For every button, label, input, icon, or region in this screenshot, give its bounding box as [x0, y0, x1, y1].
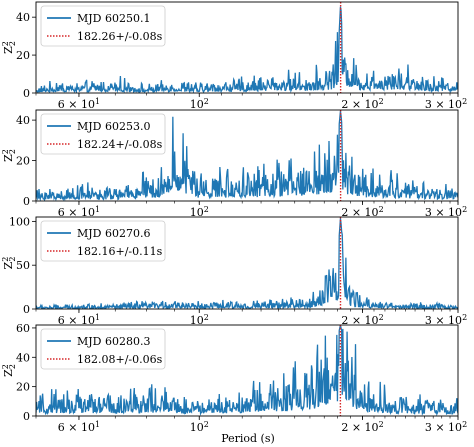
x-axis-label: Period (s): [221, 432, 275, 445]
x-tick-label: 102: [190, 205, 209, 219]
panel-2: 0 20 40 6 × 101 102 2 × 102 3 × 102 Z22 MJD 6025…: [1, 109, 467, 219]
y-axis-label: Z22: [1, 364, 17, 377]
axes-frame: [35, 216, 459, 310]
x-tick-label: 102: [190, 420, 209, 434]
y-tick-label: 40: [16, 351, 30, 364]
y-tick-label: 0: [23, 303, 30, 316]
y-axis-label: Z22: [1, 257, 17, 270]
legend-marker-label: 182.26+/-0.08s: [77, 30, 163, 43]
y-tick-label: 0: [23, 410, 30, 423]
x-tick-label: 6 × 101: [58, 97, 100, 111]
series-line: [36, 218, 458, 309]
axes-frame: [35, 1, 459, 94]
y-tick-label: 100: [9, 215, 30, 228]
y-axis-label: Z22: [1, 41, 17, 54]
y-axis-label: Z22: [1, 149, 17, 162]
y-tick-label: 0: [23, 195, 30, 208]
x-tick-label: 102: [190, 97, 209, 111]
axes-frame: [35, 109, 459, 202]
legend-box: [40, 113, 166, 155]
x-tick-label: 6 × 101: [58, 313, 100, 327]
panel-3: 0 50 100 6 × 101 102 2 × 102 3 × 102 Z22 MJD 602…: [1, 215, 467, 327]
legend-box: [40, 328, 166, 370]
y-tick-label: 0: [23, 87, 30, 100]
x-tick-label: 3 × 102: [425, 313, 467, 327]
legend-box: [40, 220, 166, 262]
axes-frame: [35, 324, 459, 417]
x-tick-label: 2 × 102: [341, 313, 383, 327]
x-tick-label: 6 × 101: [58, 205, 100, 219]
legend-series-label: MJD 60280.3: [77, 335, 150, 348]
series-line: [36, 6, 458, 93]
x-tick-label: 6 × 101: [58, 420, 100, 434]
x-tick-label: 2 × 102: [341, 205, 383, 219]
x-tick-label: 102: [190, 313, 209, 327]
legend-series-label: MJD 60253.0: [77, 120, 150, 133]
y-tick-label: 40: [16, 114, 30, 127]
legend-marker-label: 182.16+/-0.11s: [77, 245, 163, 258]
x-tick-label: 3 × 102: [425, 97, 467, 111]
y-tick-label: 20: [16, 381, 30, 394]
legend-box: [40, 5, 166, 47]
x-tick-label: 3 × 102: [425, 420, 467, 434]
y-tick-label: 20: [16, 49, 30, 62]
legend-marker-label: 182.24+/-0.08s: [77, 138, 163, 151]
x-tick-label: 2 × 102: [341, 420, 383, 434]
legend-series-label: MJD 60250.1: [77, 12, 150, 25]
panel-1: 0 20 40 6 × 101 102 2 × 102 3 × 102 Z22 MJD 6025…: [1, 1, 467, 111]
x-tick-label: 2 × 102: [341, 97, 383, 111]
legend: MJD 60280.3 182.08+/-0.06s: [40, 328, 166, 370]
y-tick-label: 60: [16, 322, 30, 335]
y-tick-label: 20: [16, 155, 30, 168]
legend: MJD 60253.0 182.24+/-0.08s: [40, 113, 166, 155]
y-tick-label: 50: [16, 259, 30, 272]
legend: MJD 60250.1 182.26+/-0.08s: [40, 5, 166, 47]
legend-marker-label: 182.08+/-0.06s: [77, 353, 163, 366]
panel-4: 0 20 40 60 6 × 101 102 2 × 102 3 × 102 Z22 MJD 60…: [1, 322, 467, 434]
panels-group: 0 20 40 6 × 101 102 2 × 102 3 × 102 Z22 MJD 6025…: [1, 1, 467, 434]
y-tick-label: 40: [16, 11, 30, 24]
series-line: [36, 325, 458, 416]
x-tick-label: 3 × 102: [425, 205, 467, 219]
legend: MJD 60270.6 182.16+/-0.11s: [40, 220, 166, 262]
legend-series-label: MJD 60270.6: [77, 227, 150, 240]
series-line: [36, 111, 458, 201]
